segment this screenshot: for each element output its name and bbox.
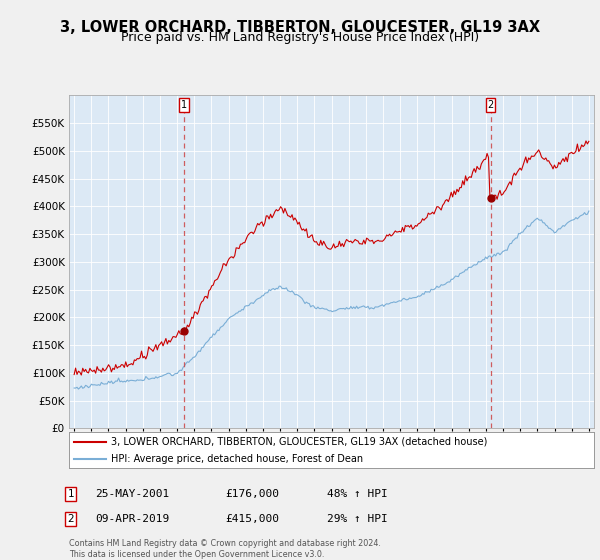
Text: £415,000: £415,000 <box>225 514 279 524</box>
Text: Contains HM Land Registry data © Crown copyright and database right 2024.
This d: Contains HM Land Registry data © Crown c… <box>69 539 381 559</box>
Text: HPI: Average price, detached house, Forest of Dean: HPI: Average price, detached house, Fore… <box>111 454 363 464</box>
Text: Price paid vs. HM Land Registry's House Price Index (HPI): Price paid vs. HM Land Registry's House … <box>121 31 479 44</box>
Text: £176,000: £176,000 <box>225 489 279 499</box>
Text: 48% ↑ HPI: 48% ↑ HPI <box>327 489 388 499</box>
Text: 2: 2 <box>487 100 494 110</box>
Text: 1: 1 <box>67 489 74 499</box>
Text: 09-APR-2019: 09-APR-2019 <box>95 514 169 524</box>
Text: 1: 1 <box>181 100 187 110</box>
Text: 3, LOWER ORCHARD, TIBBERTON, GLOUCESTER, GL19 3AX: 3, LOWER ORCHARD, TIBBERTON, GLOUCESTER,… <box>60 20 540 35</box>
Text: 25-MAY-2001: 25-MAY-2001 <box>95 489 169 499</box>
Text: 2: 2 <box>67 514 74 524</box>
Text: 3, LOWER ORCHARD, TIBBERTON, GLOUCESTER, GL19 3AX (detached house): 3, LOWER ORCHARD, TIBBERTON, GLOUCESTER,… <box>111 437 487 447</box>
Text: 29% ↑ HPI: 29% ↑ HPI <box>327 514 388 524</box>
